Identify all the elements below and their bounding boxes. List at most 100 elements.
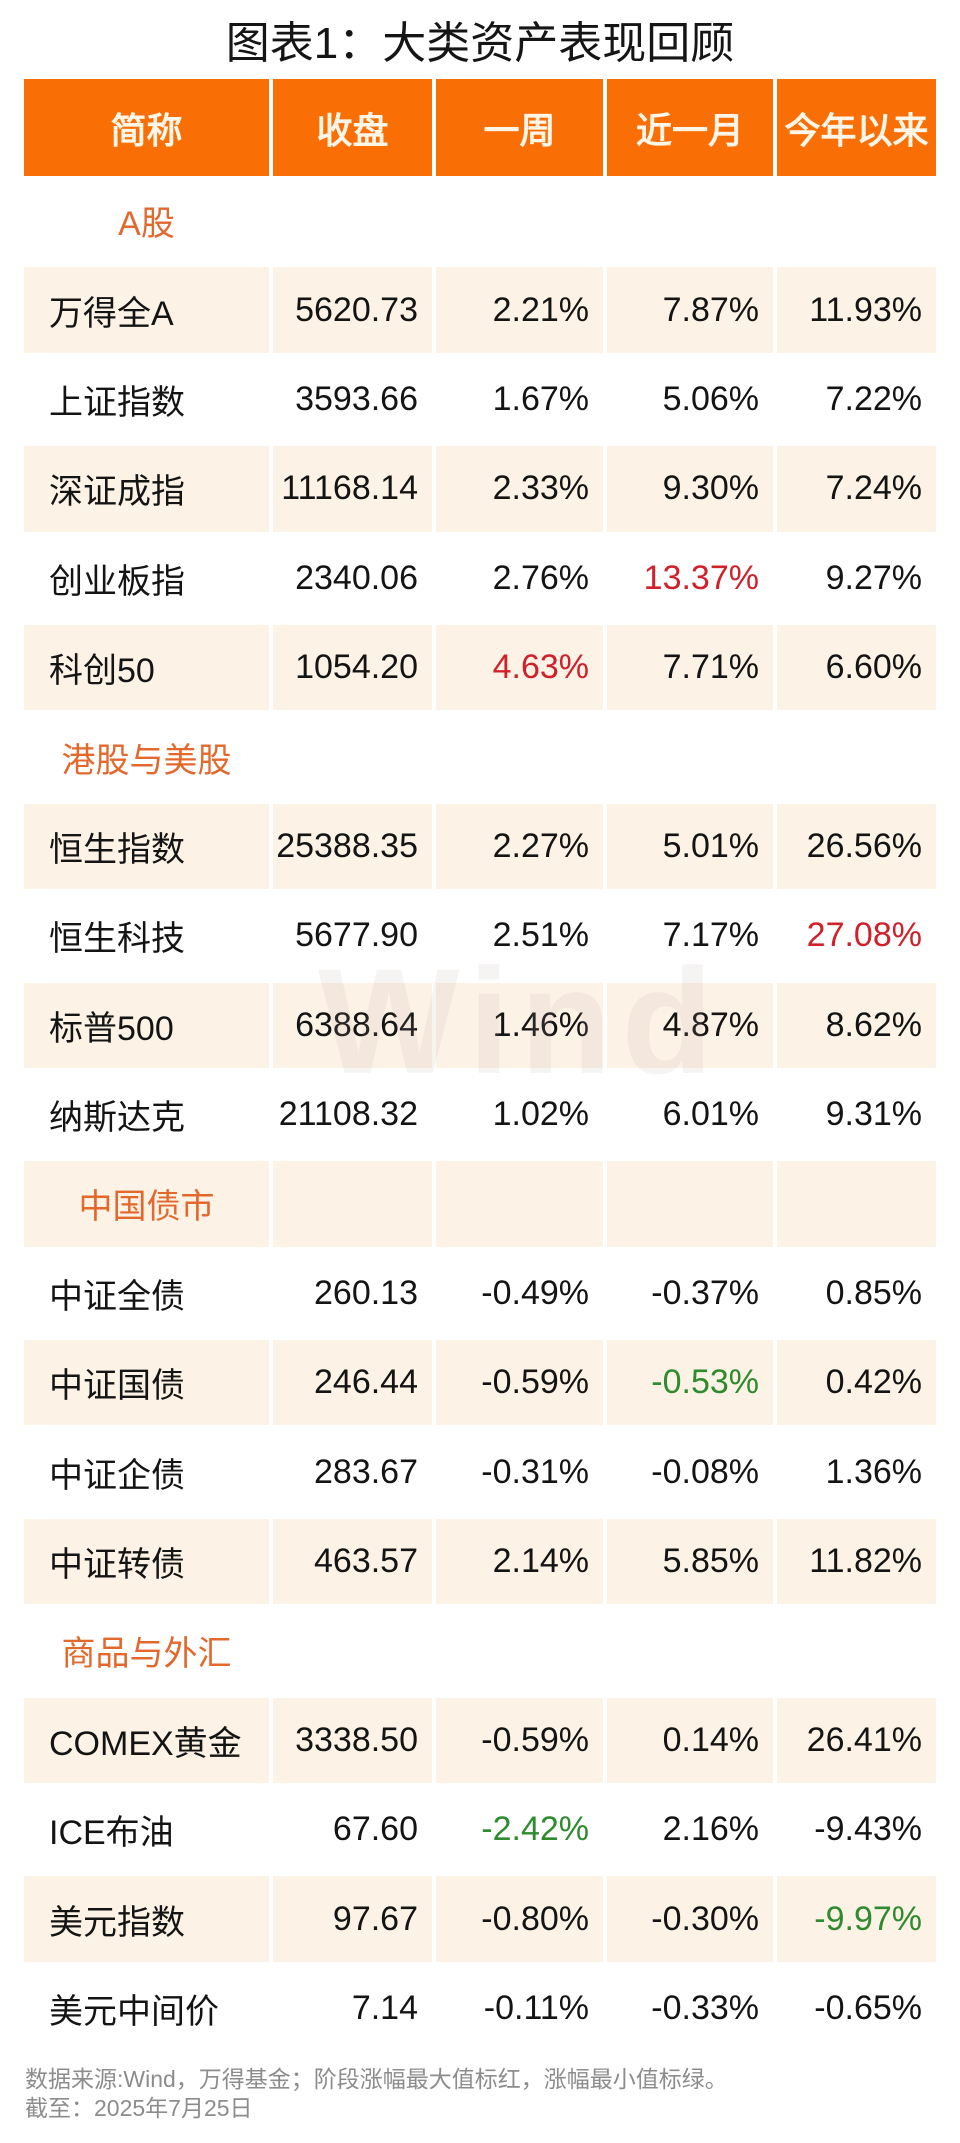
empty-cell [436, 1161, 603, 1247]
close-value: 3338.50 [273, 1697, 432, 1784]
asset-name: 中证企债 [49, 1456, 185, 1495]
asset-name: 科创50 [24, 624, 269, 711]
column-header-month: 近一月 [607, 79, 773, 176]
week-change: 2.51% [492, 916, 589, 955]
week-change: 1.67% [492, 379, 589, 418]
month-change: 6.01% [662, 1095, 759, 1134]
empty-cell [607, 1608, 773, 1693]
empty-cell [273, 1608, 432, 1693]
close-value: 5620.73 [273, 267, 432, 353]
data-source-note: 数据来源:Wind，万得基金；阶段涨幅最大值标红，涨幅最小值标绿。 [25, 2066, 728, 2092]
week-change: -0.11% [483, 1989, 589, 2027]
ytd-change: 26.56% [777, 803, 936, 890]
section-label: A股 [118, 205, 175, 244]
close-value: 97.67 [273, 1876, 432, 1962]
ytd-change: 6.60% [777, 624, 936, 711]
ytd-change: -9.97% [777, 1876, 936, 1962]
close-value: 7.14 [351, 1989, 418, 2027]
table-row: 纳斯达克 21108.32 1.02% 6.01% 9.31% [24, 1070, 936, 1159]
week-change: 4.63% [436, 624, 603, 711]
table-header: 简称 收盘 一周 近一月 今年以来 [24, 79, 936, 176]
ytd-change: -0.65% [814, 1989, 922, 2027]
week-change: 1.02% [492, 1095, 589, 1134]
asset-name: 深证成指 [24, 446, 269, 532]
empty-cell [273, 714, 432, 799]
ytd-change: 7.22% [825, 379, 922, 418]
table-row: 恒生指数 25388.35 2.27% 5.01% 26.56% [24, 802, 936, 891]
week-change: 1.46% [436, 982, 603, 1068]
close-value: 11168.14 [273, 446, 432, 532]
section-row: 商品与外汇 [24, 1606, 936, 1695]
month-change: 5.85% [607, 1518, 773, 1605]
empty-cell [777, 1608, 936, 1693]
empty-cell [273, 178, 432, 263]
month-change: 7.17% [662, 916, 759, 955]
ytd-change: 0.85% [825, 1273, 922, 1312]
table-row: 美元指数 97.67 -0.80% -0.30% -9.97% [24, 1874, 936, 1963]
empty-cell [436, 714, 603, 799]
ytd-change: 9.27% [825, 558, 922, 597]
empty-cell [273, 1161, 432, 1247]
as-of-date: 截至：2025年7月25日 [25, 2095, 253, 2121]
empty-cell [607, 178, 773, 263]
empty-cell [436, 178, 603, 263]
close-value: 25388.35 [273, 803, 432, 890]
month-change: 4.87% [607, 982, 773, 1068]
ytd-change: 26.41% [777, 1697, 936, 1784]
asset-name: COMEX黄金 [24, 1697, 269, 1784]
asset-name: 创业板指 [49, 562, 185, 601]
asset-name: 标普500 [24, 982, 269, 1068]
asset-name: 恒生指数 [24, 803, 269, 890]
column-header-ytd: 今年以来 [777, 79, 936, 176]
close-value: 67.60 [332, 1810, 418, 1849]
table-row: 万得全A 5620.73 2.21% 7.87% 11.93% [24, 265, 936, 354]
table-row: 中证转债 463.57 2.14% 5.85% 11.82% [24, 1517, 936, 1606]
ytd-change: 0.42% [777, 1340, 936, 1426]
month-change: 7.71% [607, 624, 773, 711]
column-header-week: 一周 [436, 79, 603, 176]
close-value: 21108.32 [278, 1095, 418, 1134]
asset-name: 万得全A [24, 267, 269, 353]
month-change: 0.14% [607, 1697, 773, 1784]
asset-name: 美元中间价 [49, 1993, 219, 2031]
month-change: -0.53% [607, 1340, 773, 1426]
close-value: 246.44 [273, 1340, 432, 1426]
month-change: 7.87% [607, 267, 773, 353]
month-change: 5.01% [607, 803, 773, 890]
empty-cell [607, 714, 773, 799]
month-change: 13.37% [643, 558, 759, 597]
section-label: 商品与外汇 [61, 1635, 232, 1674]
month-change: -0.30% [607, 1876, 773, 1962]
empty-cell [436, 1608, 603, 1693]
week-change: 2.33% [436, 446, 603, 532]
table-row: 科创50 1054.20 4.63% 7.71% 6.60% [24, 623, 936, 712]
week-change: -0.31% [481, 1452, 589, 1491]
close-value: 1054.20 [273, 624, 432, 711]
close-value: 463.57 [273, 1518, 432, 1605]
ytd-change: 9.31% [825, 1095, 922, 1134]
section-row: A股 [24, 176, 936, 265]
ytd-change: 11.82% [777, 1518, 936, 1605]
section-label: 港股与美股 [61, 741, 232, 780]
table-row: COMEX黄金 3338.50 -0.59% 0.14% 26.41% [24, 1696, 936, 1785]
close-value: 260.13 [314, 1273, 418, 1312]
week-change: -2.42% [481, 1810, 589, 1849]
asset-name: 中证转债 [24, 1518, 269, 1605]
table-row: 深证成指 11168.14 2.33% 9.30% 7.24% [24, 444, 936, 533]
close-value: 2340.06 [295, 558, 418, 597]
asset-name: 中证国债 [24, 1340, 269, 1426]
ytd-change: 8.62% [777, 982, 936, 1068]
ytd-change: 7.24% [777, 446, 936, 532]
ytd-change: 1.36% [825, 1452, 922, 1491]
table-row: 上证指数 3593.66 1.67% 5.06% 7.22% [24, 355, 936, 444]
month-change: 5.06% [662, 379, 759, 418]
table-row: 中证国债 246.44 -0.59% -0.53% 0.42% [24, 1338, 936, 1427]
week-change: -0.59% [436, 1697, 603, 1784]
ytd-change: 11.93% [777, 267, 936, 353]
week-change: -0.80% [436, 1876, 603, 1962]
table-row: 中证全债 260.13 -0.49% -0.37% 0.85% [24, 1249, 936, 1338]
close-value: 5677.90 [295, 916, 418, 955]
column-header-name: 简称 [24, 79, 269, 176]
month-change: 2.16% [662, 1810, 759, 1849]
asset-name: 上证指数 [49, 383, 185, 422]
